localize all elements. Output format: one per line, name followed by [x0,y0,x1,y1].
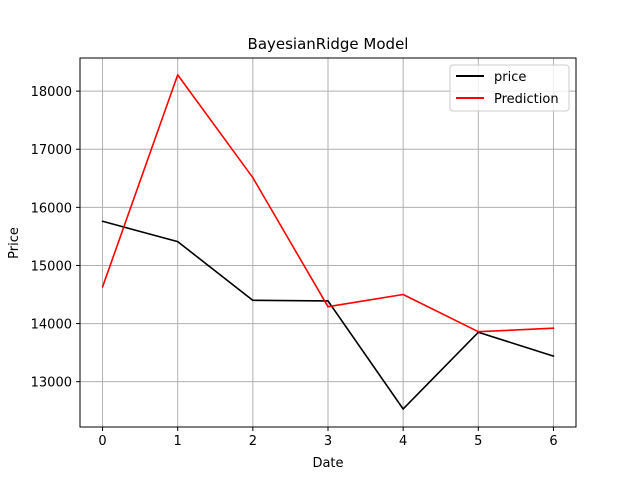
y-tick-label: 15000 [31,259,72,274]
y-tick-label: 14000 [31,318,72,333]
chart-title: BayesianRidge Model [248,35,409,53]
data-point-price [552,355,555,357]
axis-ticks: 0 1 2 3 4 5 6 13000 14000 15000 16000 17000 18000 [31,85,558,449]
x-axis-label: Date [312,456,343,471]
data-point-price [176,240,179,243]
data-point-prediction [101,286,104,288]
data-point-price [327,300,329,302]
data-point-prediction [402,293,404,296]
legend-label-prediction: Prediction [494,92,559,107]
data-point-prediction [477,330,480,333]
x-tick-label: 3 [324,434,332,449]
y-tick-label: 13000 [31,376,72,391]
x-tick-label: 1 [174,434,182,449]
y-axis-label: Price [7,227,22,259]
series-lines [101,74,555,410]
data-point-prediction [552,327,555,330]
x-tick-label: 4 [399,434,407,449]
data-point-prediction [176,74,179,76]
x-tick-label: 5 [474,434,482,449]
legend-label-price: price [494,70,526,85]
data-point-prediction [252,176,254,179]
data-point-prediction [327,305,329,308]
data-point-price [101,220,104,223]
y-tick-label: 17000 [31,143,72,158]
data-point-price [252,299,254,302]
y-tick-label: 18000 [31,85,72,100]
x-tick-label: 2 [249,434,257,449]
x-tick-label: 0 [98,434,106,449]
x-tick-label: 6 [549,434,557,449]
y-tick-label: 16000 [31,201,72,216]
legend: price Prediction [449,64,570,112]
data-point-price [402,408,404,410]
